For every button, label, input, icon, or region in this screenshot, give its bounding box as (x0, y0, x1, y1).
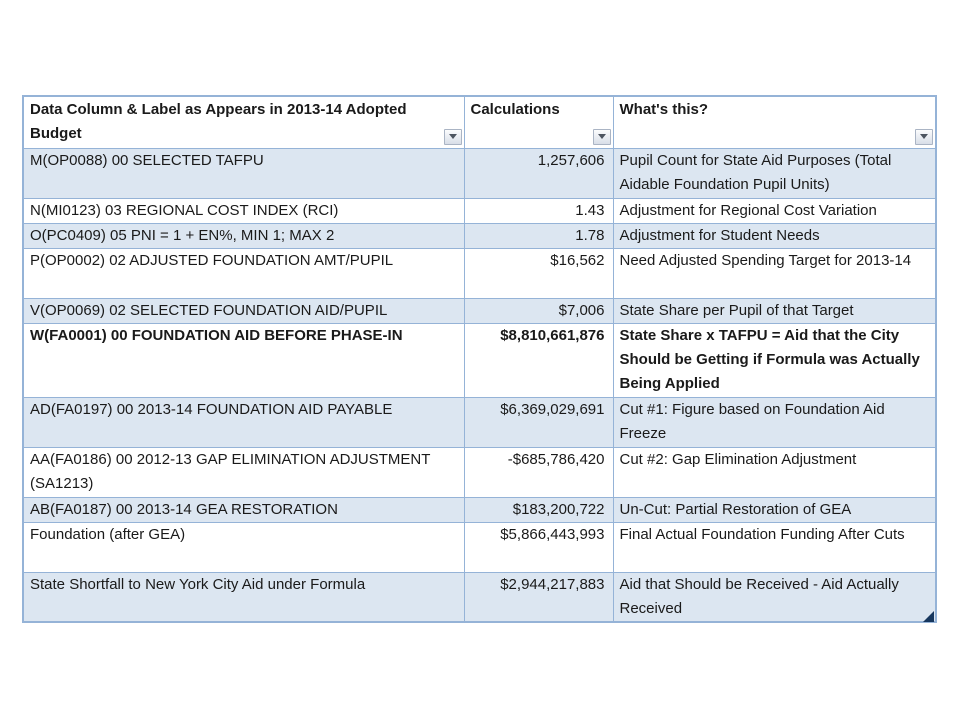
table-row: Foundation (after GEA) $5,866,443,993 Fi… (22, 521, 937, 573)
table-row-emphasized: W(FA0001) 00 FOUNDATION AID BEFORE PHASE… (22, 322, 937, 398)
row-label-cell: O(PC0409) 05 PNI = 1 + EN%, MIN 1; MAX 2 (22, 222, 465, 249)
table-resize-handle[interactable] (923, 611, 934, 622)
whats-this-cell: Aid that Should be Received - Aid Actual… (612, 571, 937, 623)
row-label-cell: AA(FA0186) 00 2012-13 GAP ELIMINATION AD… (22, 446, 465, 498)
calculation-cell: $6,369,029,691 (463, 396, 614, 448)
table-row: M(OP0088) 00 SELECTED TAFPU 1,257,606 Pu… (22, 147, 937, 199)
chevron-down-icon (448, 134, 457, 139)
filter-dropdown-icon[interactable] (592, 128, 611, 145)
header-data-column-label: Data Column & Label as Appears in 2013-1… (22, 95, 465, 149)
calculation-cell: 1.43 (463, 197, 614, 224)
chevron-down-icon (597, 134, 606, 139)
table-row: AD(FA0197) 00 2013-14 FOUNDATION AID PAY… (22, 396, 937, 448)
calculation-cell: $7,006 (463, 297, 614, 324)
table-row: O(PC0409) 05 PNI = 1 + EN%, MIN 1; MAX 2… (22, 222, 937, 249)
whats-this-cell: State Share per Pupil of that Target (612, 297, 937, 324)
calculation-cell: $2,944,217,883 (463, 571, 614, 623)
calculation-cell: $16,562 (463, 247, 614, 299)
row-label-cell: N(MI0123) 03 REGIONAL COST INDEX (RCI) (22, 197, 465, 224)
calculation-cell: $8,810,661,876 (463, 322, 614, 398)
header-label: Data Column & Label as Appears in 2013-1… (30, 101, 407, 142)
table-row: P(OP0002) 02 ADJUSTED FOUNDATION AMT/PUP… (22, 247, 937, 299)
whats-this-cell: Adjustment for Student Needs (612, 222, 937, 249)
row-label-cell: Foundation (after GEA) (22, 521, 465, 573)
row-label-cell: W(FA0001) 00 FOUNDATION AID BEFORE PHASE… (22, 322, 465, 398)
whats-this-cell: Cut #2: Gap Elimination Adjustment (612, 446, 937, 498)
row-label-cell: P(OP0002) 02 ADJUSTED FOUNDATION AMT/PUP… (22, 247, 465, 299)
calculation-cell: -$685,786,420 (463, 446, 614, 498)
calculation-cell: $183,200,722 (463, 496, 614, 523)
row-label-cell: State Shortfall to New York City Aid und… (22, 571, 465, 623)
filter-dropdown-icon[interactable] (443, 128, 462, 145)
table-row: AA(FA0186) 00 2012-13 GAP ELIMINATION AD… (22, 446, 937, 498)
whats-this-cell: State Share x TAFPU = Aid that the City … (612, 322, 937, 398)
table-row: AB(FA0187) 00 2013-14 GEA RESTORATION $1… (22, 496, 937, 523)
calculation-cell: $5,866,443,993 (463, 521, 614, 573)
row-label-cell: AB(FA0187) 00 2013-14 GEA RESTORATION (22, 496, 465, 523)
row-label-cell: M(OP0088) 00 SELECTED TAFPU (22, 147, 465, 199)
chevron-down-icon (920, 134, 928, 139)
header-row: Data Column & Label as Appears in 2013-1… (22, 95, 937, 149)
row-label-cell: V(OP0069) 02 SELECTED FOUNDATION AID/PUP… (22, 297, 465, 324)
calculation-cell: 1,257,606 (463, 147, 614, 199)
whats-this-cell: Cut #1: Figure based on Foundation Aid F… (612, 396, 937, 448)
header-calculations: Calculations (463, 95, 614, 149)
table-row: N(MI0123) 03 REGIONAL COST INDEX (RCI) 1… (22, 197, 937, 224)
calculation-cell: 1.78 (463, 222, 614, 249)
header-label: Calculations (470, 101, 560, 118)
whats-this-cell: Un-Cut: Partial Restoration of GEA (612, 496, 937, 523)
whats-this-cell: Adjustment for Regional Cost Variation (612, 197, 937, 224)
header-label: What's this? (619, 101, 709, 118)
whats-this-cell: Final Actual Foundation Funding After Cu… (612, 521, 937, 573)
whats-this-cell: Pupil Count for State Aid Purposes (Tota… (612, 147, 937, 199)
header-whats-this: What's this? (612, 95, 937, 149)
filter-dropdown-icon[interactable] (915, 128, 933, 145)
budget-table: Data Column & Label as Appears in 2013-1… (22, 95, 937, 623)
whats-this-cell: Need Adjusted Spending Target for 2013-1… (612, 247, 937, 299)
row-label-cell: AD(FA0197) 00 2013-14 FOUNDATION AID PAY… (22, 396, 465, 448)
table-row: V(OP0069) 02 SELECTED FOUNDATION AID/PUP… (22, 297, 937, 324)
table-row: State Shortfall to New York City Aid und… (22, 571, 937, 623)
budget-table-container: Data Column & Label as Appears in 2013-1… (22, 95, 937, 623)
